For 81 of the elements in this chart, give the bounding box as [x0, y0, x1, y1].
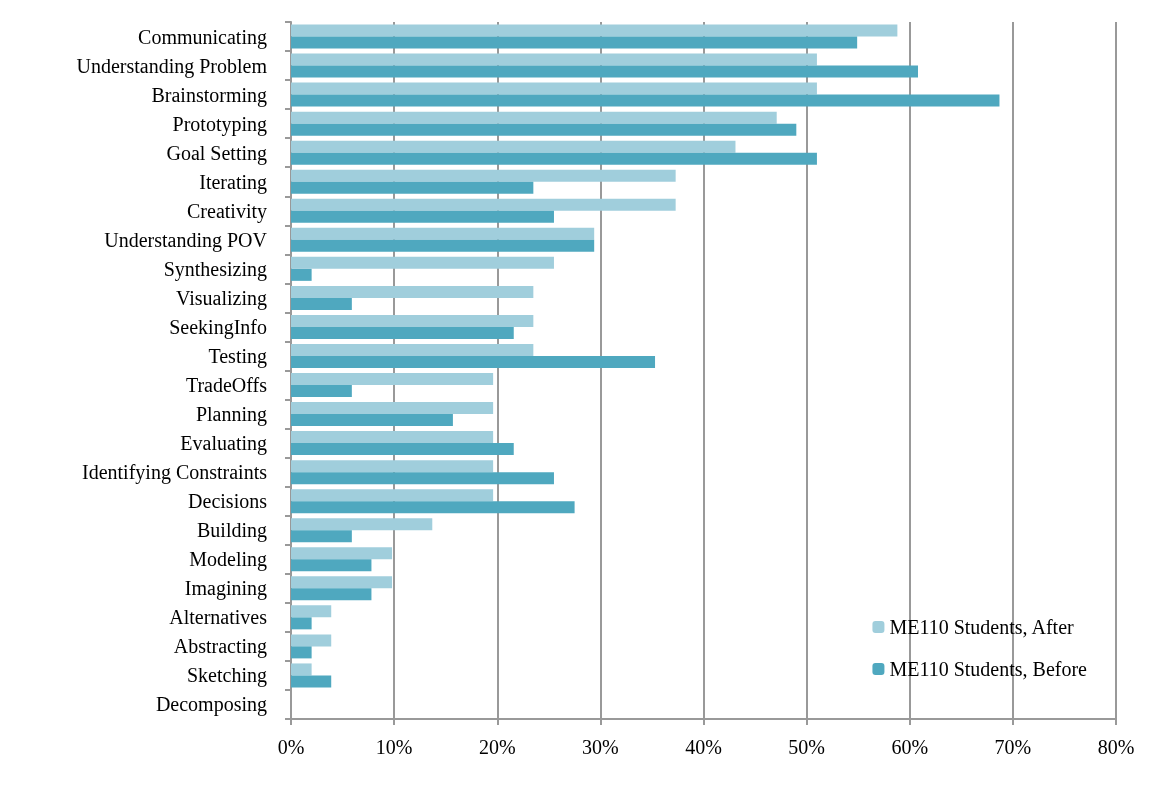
- y-tick-label: TradeOffs: [185, 374, 268, 397]
- bar: [291, 297, 352, 310]
- bar: [291, 123, 797, 136]
- bar: [291, 256, 554, 269]
- bar: [291, 402, 494, 415]
- y-tick-label: Brainstorming: [151, 83, 267, 107]
- bar: [291, 530, 352, 543]
- bar: [291, 576, 393, 589]
- x-tick-label: 70%: [994, 736, 1032, 758]
- x-tick-label: 0%: [277, 736, 305, 758]
- y-tick-label: Visualizing: [175, 286, 267, 310]
- x-tick-label: 20%: [478, 736, 516, 758]
- bar: [291, 414, 453, 427]
- bar: [291, 94, 1000, 107]
- y-tick-label: Understanding POV: [104, 228, 268, 252]
- bar: [291, 663, 312, 676]
- legend-label: ME110 Students, Before: [889, 658, 1088, 680]
- y-tick-label: Alternatives: [169, 606, 268, 629]
- legend-label: ME110 Students, After: [889, 616, 1075, 638]
- bar: [291, 460, 494, 473]
- bar: [291, 489, 494, 502]
- y-tick-label: Sketching: [187, 664, 267, 688]
- x-tick-label: 40%: [685, 736, 722, 758]
- bar: [291, 646, 312, 659]
- y-tick-label: Planning: [195, 403, 267, 427]
- bar: [291, 547, 393, 560]
- y-tick-label: Prototyping: [172, 112, 267, 136]
- bar: [291, 617, 312, 630]
- bar: [291, 111, 777, 124]
- bar: [291, 210, 554, 223]
- y-tick-label: Understanding Problem: [76, 54, 268, 78]
- bar: [291, 675, 332, 688]
- bar: [291, 181, 534, 194]
- bar: [291, 36, 858, 49]
- y-tick-label: Communicating: [138, 25, 267, 49]
- y-tick-label: Iterating: [199, 170, 267, 194]
- bar: [291, 431, 494, 444]
- bar: [291, 169, 676, 182]
- y-tick-label: Building: [196, 519, 267, 543]
- bar: [291, 634, 332, 647]
- bar: [291, 53, 817, 66]
- bar: [291, 501, 575, 514]
- y-tick-label: Evaluating: [180, 432, 267, 456]
- bar: [291, 227, 595, 240]
- bar: [291, 285, 534, 298]
- y-tick-label: Decomposing: [155, 693, 267, 717]
- x-tick-label: 60%: [891, 736, 929, 758]
- bar: [291, 343, 534, 356]
- y-tick-label: Modeling: [189, 548, 267, 572]
- x-tick-label: 10%: [375, 736, 413, 758]
- y-tick-label: Synthesizing: [163, 257, 267, 281]
- bar: [291, 472, 554, 485]
- y-tick-label: Testing: [208, 344, 267, 368]
- y-tick-label: SeekingInfo: [169, 315, 267, 339]
- bar: [291, 373, 494, 386]
- bar: [291, 24, 898, 37]
- bar: [291, 559, 372, 572]
- bar: [291, 605, 332, 618]
- bar: [291, 588, 372, 601]
- x-tick-label: 30%: [582, 736, 619, 758]
- bar: [291, 355, 656, 368]
- bar: [291, 443, 514, 456]
- bar: [291, 385, 352, 398]
- y-tick-label: Creativity: [187, 199, 267, 223]
- bar: [291, 314, 534, 327]
- bar: [291, 82, 817, 95]
- y-tick-label: Imagining: [184, 577, 267, 601]
- y-tick-label: Identifying Constraints: [82, 461, 268, 485]
- bar: [291, 152, 817, 165]
- bar: [291, 326, 514, 339]
- x-tick-label: 50%: [788, 736, 825, 758]
- y-tick-label: Decisions: [188, 490, 268, 513]
- x-tick-label: 80%: [1097, 736, 1135, 758]
- y-tick-label: Abstracting: [173, 635, 267, 659]
- y-tick-label: Goal Setting: [166, 141, 267, 165]
- bar: [291, 268, 312, 281]
- bar: [291, 239, 595, 252]
- bar: [291, 65, 918, 78]
- bar: [291, 518, 433, 531]
- bar: [291, 198, 676, 211]
- bar: [291, 140, 736, 153]
